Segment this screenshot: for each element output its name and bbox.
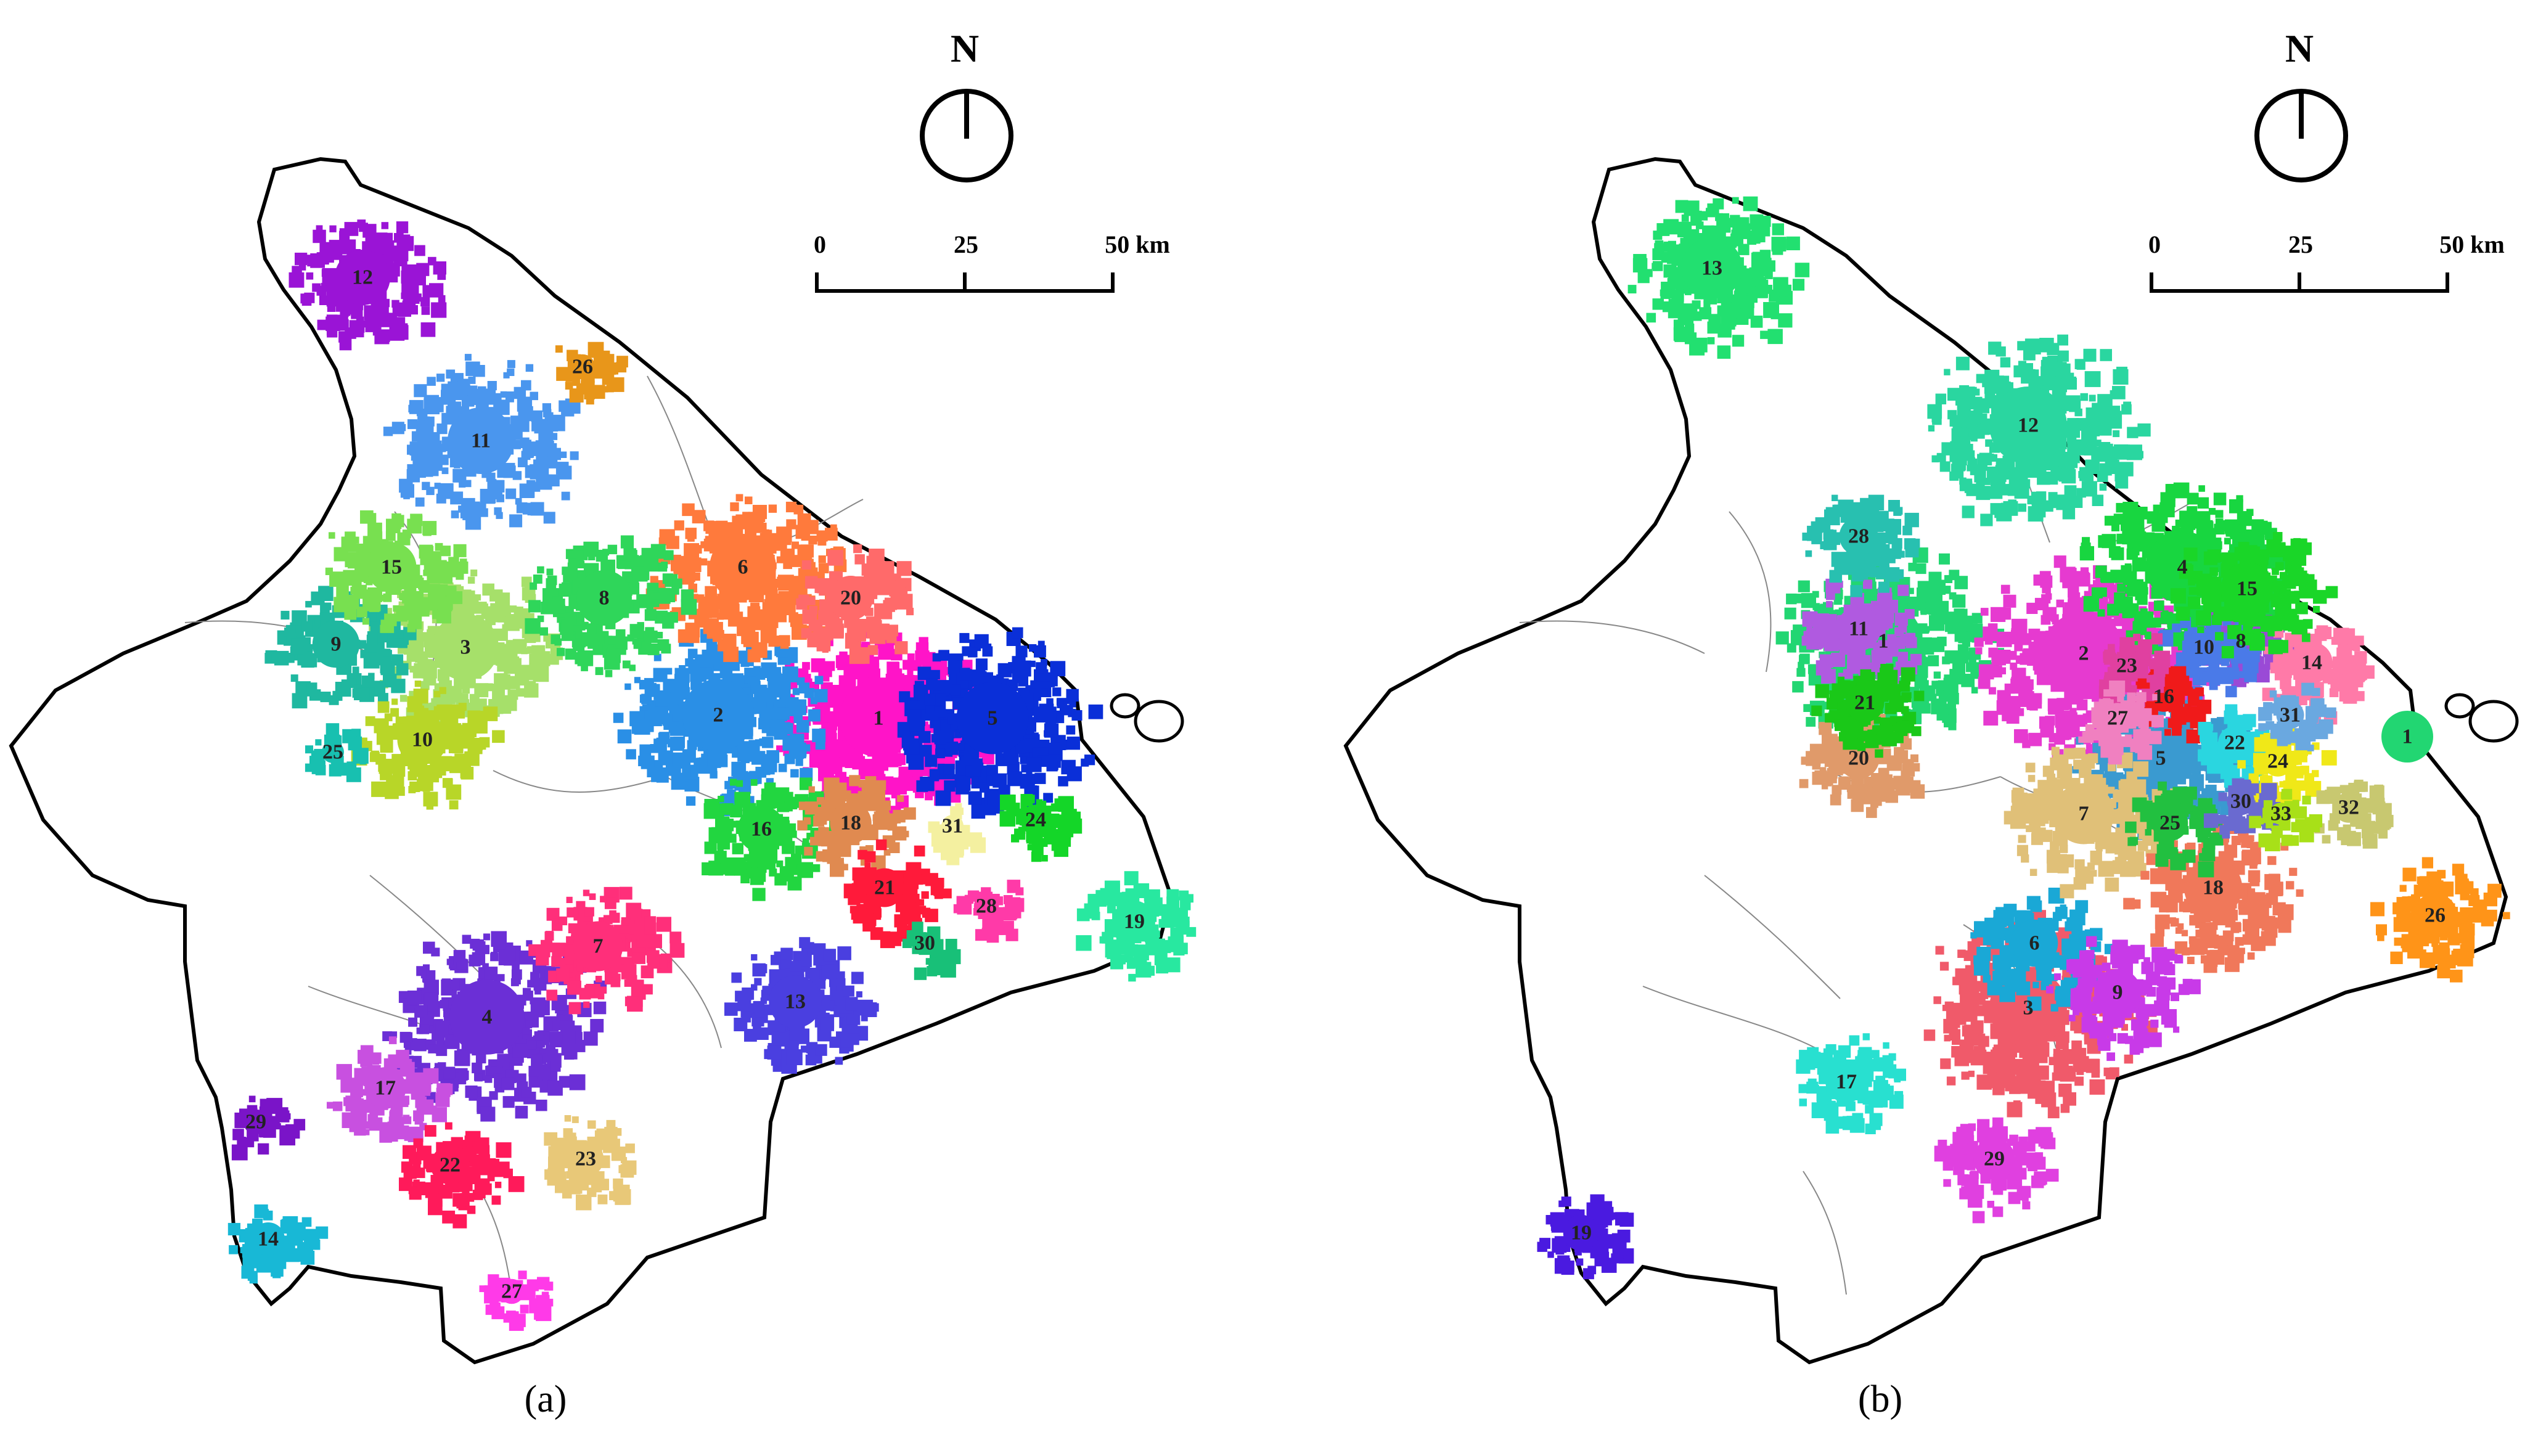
scale-label-1: 25: [2288, 231, 2313, 258]
cluster-label-22: 22: [440, 1154, 460, 1177]
scale-label-0: 0: [814, 231, 826, 258]
cluster-label-10: 10: [2193, 636, 2214, 659]
north-label: N: [2285, 27, 2314, 70]
cluster-label-29: 29: [1984, 1148, 2005, 1171]
cluster-label-26: 26: [2425, 904, 2446, 927]
cluster-label-4: 4: [482, 1006, 493, 1029]
cluster-label-27: 27: [501, 1280, 522, 1303]
cluster-label-24: 24: [1025, 809, 1046, 832]
cluster-label-2: 2: [713, 704, 724, 727]
cluster-label-3: 3: [2023, 997, 2034, 1020]
island-shape: [2470, 701, 2517, 741]
cluster-label-26: 26: [572, 356, 593, 378]
cluster-label-33: 33: [2270, 803, 2291, 825]
cluster-label-11: 11: [471, 430, 491, 452]
scale-label-2: 50 km: [1105, 231, 1170, 258]
cluster-label-28: 28: [976, 895, 997, 918]
cluster-label-1-secondary: 1: [2402, 726, 2413, 748]
cluster-label-23: 23: [2116, 655, 2137, 677]
cluster-label-30: 30: [2230, 790, 2251, 813]
cluster-label-12: 12: [352, 266, 373, 289]
cluster-label-20: 20: [840, 587, 861, 610]
cluster-label-2: 2: [2079, 642, 2089, 665]
cluster-label-16: 16: [751, 818, 772, 841]
cluster-label-18: 18: [2203, 877, 2224, 899]
cluster-label-9: 9: [2113, 981, 2123, 1004]
cluster-label-6: 6: [2029, 932, 2040, 955]
cluster-label-10: 10: [412, 729, 433, 751]
cluster-label-13: 13: [785, 991, 806, 1013]
scale-bar: 0 25 50 km: [814, 231, 1170, 291]
cluster-label-14: 14: [258, 1228, 279, 1251]
scale-bar: 0 25 50 km: [2148, 231, 2505, 291]
cluster-label-32: 32: [2338, 796, 2359, 819]
north-label: N: [951, 27, 979, 70]
cluster-label-4: 4: [2177, 556, 2188, 579]
island-shape: [1111, 695, 1139, 717]
cluster-label-25: 25: [322, 741, 343, 764]
cluster-label-3: 3: [460, 636, 471, 659]
cluster-label-17: 17: [1836, 1071, 1857, 1094]
cluster-label-25: 25: [2159, 812, 2180, 835]
cluster-label-23: 23: [575, 1148, 596, 1171]
scale-label-0: 0: [2148, 231, 2161, 258]
cluster-label-14: 14: [2301, 652, 2322, 674]
cluster-label-19: 19: [1571, 1222, 1592, 1245]
cluster-label-9: 9: [331, 633, 342, 656]
scale-label-1: 25: [954, 231, 978, 258]
cluster-label-27: 27: [2107, 707, 2128, 730]
cluster-label-24: 24: [2267, 750, 2288, 773]
cluster-label-30: 30: [914, 932, 935, 955]
cluster-label-11: 11: [1849, 618, 1869, 640]
panel-b-map: 1234567891011121314151617181920212223242…: [1346, 27, 2517, 1420]
cluster-label-7: 7: [593, 935, 604, 958]
cluster-label-6: 6: [738, 556, 748, 579]
cluster-label-15: 15: [381, 556, 402, 579]
island-shape: [1136, 701, 1182, 741]
cluster-label-5: 5: [2156, 747, 2166, 770]
cluster-label-31: 31: [2280, 704, 2301, 727]
scale-label-2: 50 km: [2439, 231, 2505, 258]
cluster-label-20: 20: [1848, 747, 1869, 770]
cluster-label-13: 13: [1701, 257, 1722, 280]
cluster-label-8: 8: [2236, 630, 2246, 653]
cluster-label-18: 18: [840, 812, 861, 835]
cluster-label-21: 21: [874, 877, 895, 899]
cluster-label-28: 28: [1848, 525, 1869, 548]
cluster-label-7: 7: [2079, 803, 2089, 825]
cluster-label-1: 1: [874, 707, 884, 730]
cluster-label-29: 29: [245, 1111, 266, 1134]
cluster-label-16: 16: [2153, 685, 2174, 708]
panel-caption: (a): [525, 1378, 567, 1420]
cluster-label-1: 1: [1878, 630, 1889, 653]
cluster-label-17: 17: [375, 1077, 396, 1100]
cluster-label-31: 31: [942, 815, 963, 838]
cluster-label-12: 12: [2018, 414, 2039, 437]
north-arrow: N: [922, 27, 1011, 180]
island-shape: [2446, 695, 2473, 717]
cluster-label-19: 19: [1124, 910, 1145, 933]
cluster-label-15: 15: [2237, 578, 2257, 600]
cluster-label-22: 22: [2224, 732, 2245, 755]
north-arrow: N: [2257, 27, 2346, 180]
cluster-label-8: 8: [599, 587, 610, 610]
cluster-label-5: 5: [988, 707, 998, 730]
panel-caption: (b): [1858, 1378, 1902, 1420]
cluster-label-21: 21: [1854, 692, 1875, 714]
